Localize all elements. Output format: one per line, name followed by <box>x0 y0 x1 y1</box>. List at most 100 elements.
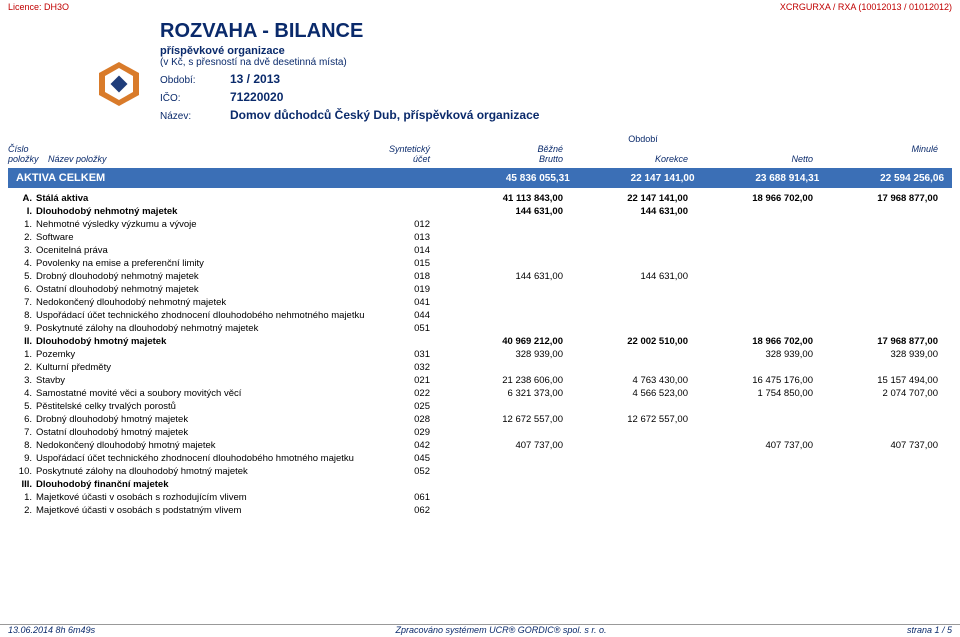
row-account: 015 <box>378 258 438 269</box>
meta-value-period: 13 / 2013 <box>230 72 280 86</box>
table-row: 6.Drobný dlouhodobý hmotný majetek02812 … <box>8 413 952 426</box>
row-index: 7. <box>8 297 36 308</box>
row-value-3: 15 157 494,00 <box>813 375 938 386</box>
table-row: 4.Samostatné movité věci a soubory movit… <box>8 387 952 400</box>
table-row: 6.Ostatní dlouhodobý nehmotný majetek019 <box>8 283 952 296</box>
row-account: 061 <box>378 492 438 503</box>
col-blank2 <box>563 144 688 154</box>
footer-timestamp: 13.06.2014 8h 6m49s <box>8 625 95 635</box>
page-title: ROZVAHA - BILANCE <box>160 20 960 43</box>
row-account: 028 <box>378 414 438 425</box>
row-index: 2. <box>8 232 36 243</box>
col-nazev: Název položky <box>48 154 378 164</box>
aktiva-v2: 23 688 914,31 <box>695 173 820 184</box>
row-index: 1. <box>8 349 36 360</box>
row-index: 5. <box>8 401 36 412</box>
row-name: Dlouhodobý nehmotný majetek <box>36 206 378 217</box>
row-account: 029 <box>378 427 438 438</box>
footer-page: strana 1 / 5 <box>907 625 952 635</box>
row-value-2: 18 966 702,00 <box>688 193 813 204</box>
row-value-3: 328 939,00 <box>813 349 938 360</box>
meta-label-name: Název: <box>160 111 230 122</box>
row-value-2: 1 754 850,00 <box>688 388 813 399</box>
col-minule: Minulé <box>813 144 938 154</box>
table-row: 1.Pozemky031328 939,00328 939,00328 939,… <box>8 348 952 361</box>
table-row: 2.Kulturní předměty032 <box>8 361 952 374</box>
row-name: Ocenitelná práva <box>36 245 378 256</box>
row-index: 3. <box>8 245 36 256</box>
aktiva-v0: 45 836 055,31 <box>445 173 570 184</box>
row-value-0: 21 238 606,00 <box>438 375 563 386</box>
row-index: 6. <box>8 284 36 295</box>
row-name: Pozemky <box>36 349 378 360</box>
table-row: 4.Povolenky na emise a preferenční limit… <box>8 257 952 270</box>
row-value-1: 4 763 430,00 <box>563 375 688 386</box>
row-value-1: 4 566 523,00 <box>563 388 688 399</box>
table-row: 2.Majetkové účasti v osobách s podstatný… <box>8 504 952 517</box>
row-name: Povolenky na emise a preferenční limity <box>36 258 378 269</box>
row-account: 052 <box>378 466 438 477</box>
meta-label-period: Období: <box>160 75 230 86</box>
row-account: 044 <box>378 310 438 321</box>
row-index: 9. <box>8 323 36 334</box>
row-value-0: 40 969 212,00 <box>438 336 563 347</box>
row-value-3: 407 737,00 <box>813 440 938 451</box>
row-account: 019 <box>378 284 438 295</box>
row-name: Drobný dlouhodobý hmotný majetek <box>36 414 378 425</box>
row-index: 8. <box>8 440 36 451</box>
row-name: Dlouhodobý finanční majetek <box>36 479 378 490</box>
row-name: Poskytnuté zálohy na dlouhodobý hmotný m… <box>36 466 378 477</box>
row-value-3: 17 968 877,00 <box>813 193 938 204</box>
row-value-1: 12 672 557,00 <box>563 414 688 425</box>
table-row: 8.Uspořádací účet technického zhodnocení… <box>8 309 952 322</box>
doc-code: XCRGURXA / RXA (10012013 / 01012012) <box>780 2 952 12</box>
row-name: Poskytnuté zálohy na dlouhodobý nehmotný… <box>36 323 378 334</box>
table-row: 8.Nedokončený dlouhodobý hmotný majetek0… <box>8 439 952 452</box>
row-value-0: 407 737,00 <box>438 440 563 451</box>
row-value-0: 144 631,00 <box>438 206 563 217</box>
row-index: III. <box>8 479 36 490</box>
row-name: Ostatní dlouhodobý hmotný majetek <box>36 427 378 438</box>
row-account: 013 <box>378 232 438 243</box>
row-name: Majetkové účasti v osobách s rozhodující… <box>36 492 378 503</box>
row-name: Dlouhodobý hmotný majetek <box>36 336 378 347</box>
row-value-2: 18 966 702,00 <box>688 336 813 347</box>
licence-text: Licence: DH3O <box>8 2 69 12</box>
row-account: 031 <box>378 349 438 360</box>
row-account: 042 <box>378 440 438 451</box>
row-index: A. <box>8 193 36 204</box>
row-name: Stavby <box>36 375 378 386</box>
aktiva-total-band: AKTIVA CELKEM 45 836 055,31 22 147 141,0… <box>8 168 952 188</box>
table-row: II.Dlouhodobý hmotný majetek40 969 212,0… <box>8 335 952 348</box>
table-row: 9.Uspořádací účet technického zhodnocení… <box>8 452 952 465</box>
footer-center: Zpracováno systémem UCR® GORDIC® spol. s… <box>396 625 607 635</box>
row-account: 021 <box>378 375 438 386</box>
row-account: 062 <box>378 505 438 516</box>
row-name: Samostatné movité věci a soubory movitýc… <box>36 388 378 399</box>
row-value-0: 144 631,00 <box>438 271 563 282</box>
table-row: 2.Software013 <box>8 231 952 244</box>
col-netto: Netto <box>688 154 813 164</box>
row-value-3: 17 968 877,00 <box>813 336 938 347</box>
page-note: (v Kč, s přesností na dvě desetinná míst… <box>160 57 960 68</box>
row-name: Nehmotné výsledky výzkumu a vývoje <box>36 219 378 230</box>
row-name: Software <box>36 232 378 243</box>
company-logo <box>95 60 143 108</box>
row-value-3: 2 074 707,00 <box>813 388 938 399</box>
col-bezne: Běžné <box>438 144 563 154</box>
main-table: A.Stálá aktiva41 113 843,0022 147 141,00… <box>0 192 960 517</box>
row-value-0: 328 939,00 <box>438 349 563 360</box>
row-value-1: 22 147 141,00 <box>563 193 688 204</box>
row-account: 025 <box>378 401 438 412</box>
row-account: 012 <box>378 219 438 230</box>
row-value-1: 22 002 510,00 <box>563 336 688 347</box>
table-row: 5.Drobný dlouhodobý nehmotný majetek0181… <box>8 270 952 283</box>
row-name: Drobný dlouhodobý nehmotný majetek <box>36 271 378 282</box>
col-korekce: Korekce <box>563 154 688 164</box>
table-row: I.Dlouhodobý nehmotný majetek144 631,001… <box>8 205 952 218</box>
table-row: 7.Ostatní dlouhodobý hmotný majetek029 <box>8 426 952 439</box>
row-account: 022 <box>378 388 438 399</box>
row-account: 032 <box>378 362 438 373</box>
row-index: 2. <box>8 362 36 373</box>
table-row: 9.Poskytnuté zálohy na dlouhodobý nehmot… <box>8 322 952 335</box>
